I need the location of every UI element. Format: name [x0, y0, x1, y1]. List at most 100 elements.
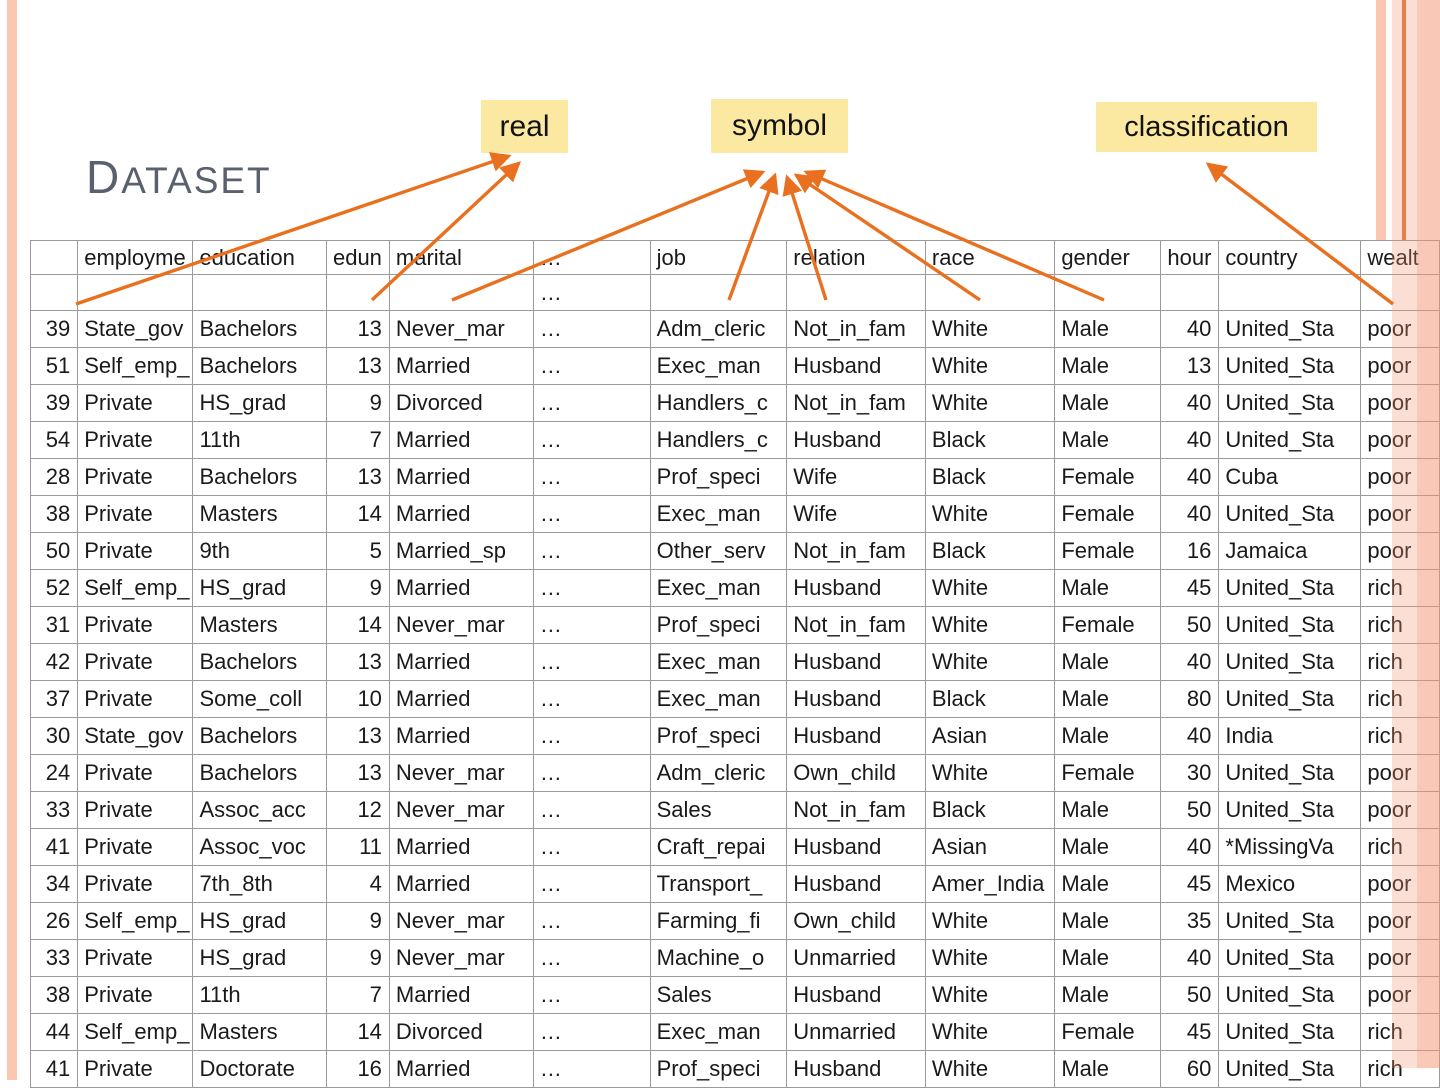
table-cell: Female	[1054, 1013, 1162, 1051]
table-cell: job	[649, 240, 788, 275]
table-cell: 45	[1160, 865, 1220, 903]
table-cell: Cuba	[1218, 458, 1362, 496]
table-cell: Handlers_c	[649, 384, 788, 422]
table-cell: Married	[388, 495, 534, 533]
table-cell: poor	[1360, 421, 1440, 459]
table-row: 44 Self_emp_ Masters 14 Divorced… Exec_man Unm…	[29, 1013, 1440, 1051]
table-cell: 13	[1160, 347, 1220, 385]
table-cell: Married_sp	[388, 532, 534, 570]
table-cell: Mexico	[1218, 865, 1362, 903]
table-cell: 45	[1160, 1013, 1220, 1051]
table-cell: marital	[388, 240, 534, 275]
table-cell: Wife	[786, 495, 926, 533]
filter-row: …	[29, 274, 1440, 311]
table-cell: 40	[1160, 421, 1220, 459]
table-cell: Husband	[786, 1050, 926, 1088]
table-cell	[29, 274, 79, 311]
table-cell: United_Sta	[1218, 569, 1362, 607]
table-cell: 40	[1160, 643, 1220, 681]
annotation-label-symbol: symbol	[711, 99, 848, 153]
table-cell: Private	[77, 1050, 194, 1088]
table-cell: …	[532, 240, 651, 275]
table-cell: Private	[77, 643, 194, 681]
table-cell: 10	[325, 680, 390, 718]
table-row: 38 Private 11th 7 Married… Sales Husband White M…	[29, 976, 1440, 1014]
table-cell	[388, 274, 534, 311]
table-cell	[325, 274, 390, 311]
table-cell: Not_in_fam	[786, 310, 926, 348]
table-cell: Never_mar	[388, 902, 534, 940]
table-cell: relation	[786, 240, 926, 275]
table-cell: United_Sta	[1218, 643, 1362, 681]
table-cell: 37	[29, 680, 79, 718]
table-cell: White	[924, 754, 1056, 792]
table-cell: poor	[1360, 347, 1440, 385]
table-cell: United_Sta	[1218, 495, 1362, 533]
table-row: 42 Private Bachelors 13 Married… Exec_man Husb…	[29, 643, 1440, 681]
table-cell: Husband	[786, 421, 926, 459]
table-cell: …	[532, 902, 651, 940]
table-cell: Male	[1054, 310, 1162, 348]
table-cell: …	[532, 1050, 651, 1088]
table-cell: 42	[29, 643, 79, 681]
table-cell: Married	[388, 421, 534, 459]
table-cell: 38	[29, 495, 79, 533]
table-row: 33 Private Assoc_acc 12 Never_mar… Sales Not_i…	[29, 791, 1440, 829]
table-cell: Own_child	[786, 902, 926, 940]
table-cell: poor	[1360, 532, 1440, 570]
table-cell: State_gov	[77, 310, 194, 348]
table-cell: Male	[1054, 421, 1162, 459]
table-cell: 41	[29, 1050, 79, 1088]
table-cell: hour	[1160, 240, 1220, 275]
table-cell: Unmarried	[786, 1013, 926, 1051]
table-cell: State_gov	[77, 717, 194, 755]
table-cell: 50	[29, 532, 79, 570]
table-cell: …	[532, 384, 651, 422]
table-cell: Married	[388, 717, 534, 755]
table-cell: Female	[1054, 458, 1162, 496]
table-cell: White	[924, 569, 1056, 607]
table-cell: Husband	[786, 976, 926, 1014]
table-cell: rich	[1360, 606, 1440, 644]
table-cell: 24	[29, 754, 79, 792]
table-cell	[29, 240, 79, 275]
table-cell: 12	[325, 791, 390, 829]
table-cell: Private	[77, 828, 194, 866]
table-cell: 41	[29, 828, 79, 866]
table-cell: 9th	[192, 532, 327, 570]
table-cell: Black	[924, 421, 1056, 459]
table-cell: Husband	[786, 865, 926, 903]
table-cell: White	[924, 1050, 1056, 1088]
table-cell: …	[532, 976, 651, 1014]
table-cell: 14	[325, 606, 390, 644]
table-cell: United_Sta	[1218, 902, 1362, 940]
table-cell: Female	[1054, 606, 1162, 644]
table-cell: Married	[388, 976, 534, 1014]
table-cell: 30	[1160, 754, 1220, 792]
table-cell: Doctorate	[192, 1050, 327, 1088]
table-cell: Self_emp_	[77, 1013, 194, 1051]
table-cell: Male	[1054, 939, 1162, 977]
table-cell: 40	[1160, 939, 1220, 977]
table-cell: 9	[325, 569, 390, 607]
table-cell: rich	[1360, 680, 1440, 718]
table-cell: Own_child	[786, 754, 926, 792]
table-cell: Black	[924, 680, 1056, 718]
table-cell: Bachelors	[192, 347, 327, 385]
table-cell: …	[532, 680, 651, 718]
table-cell: Divorced	[388, 384, 534, 422]
table-cell: 16	[1160, 532, 1220, 570]
table-cell: United_Sta	[1218, 606, 1362, 644]
table-cell: …	[532, 274, 651, 311]
table-cell: 9	[325, 902, 390, 940]
table-cell: 40	[1160, 310, 1220, 348]
table-cell: rich	[1360, 643, 1440, 681]
table-cell: 50	[1160, 976, 1220, 1014]
table-cell: 50	[1160, 791, 1220, 829]
table-cell: rich	[1360, 1013, 1440, 1051]
table-cell: Adm_cleric	[649, 310, 788, 348]
table-cell: Bachelors	[192, 717, 327, 755]
table-cell: Exec_man	[649, 495, 788, 533]
table-cell: Some_coll	[192, 680, 327, 718]
table-row: 28 Private Bachelors 13 Married… Prof_speci Wi…	[29, 458, 1440, 496]
